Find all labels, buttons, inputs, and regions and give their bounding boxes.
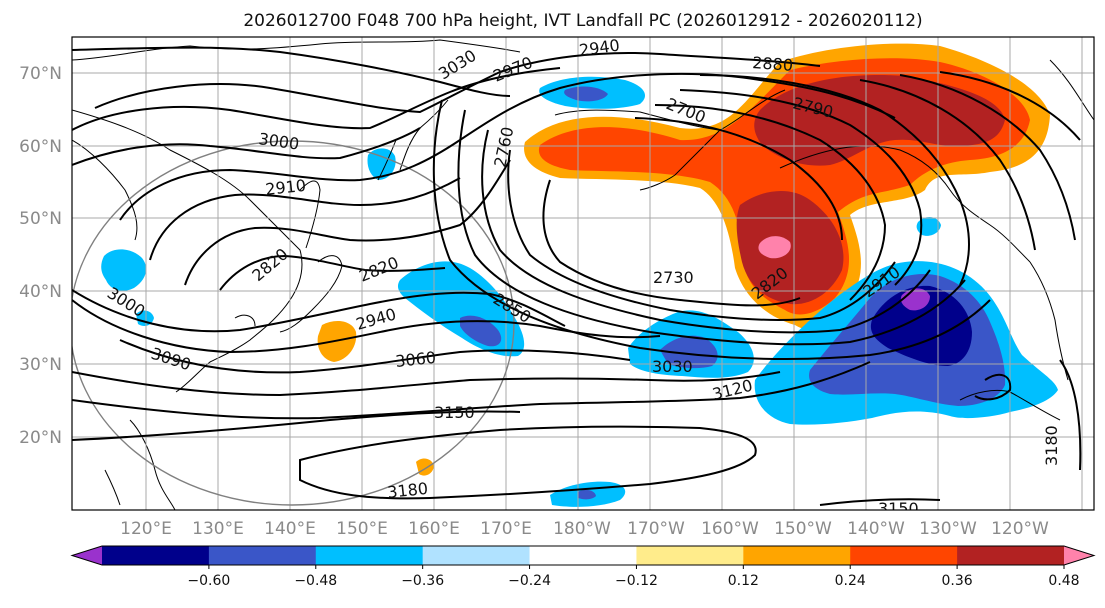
colorbar-segment bbox=[315, 546, 424, 565]
contour-label: 2880 bbox=[752, 53, 794, 75]
lon-label: 160°E bbox=[408, 519, 460, 539]
lat-label: 40°N bbox=[19, 282, 62, 302]
lon-label: 150°E bbox=[336, 519, 388, 539]
colorbar-segment bbox=[208, 546, 317, 565]
lat-label: 50°N bbox=[19, 209, 62, 229]
colorbar-segment bbox=[529, 546, 637, 565]
ivt-neg-north-inner bbox=[564, 86, 608, 102]
ivt-neg-east-pacific-inner bbox=[660, 335, 718, 369]
colorbar-segment bbox=[102, 546, 210, 565]
map-title: 2026012700 F048 700 hPa height, IVT Land… bbox=[243, 11, 922, 31]
ivt-neg-gulf bbox=[916, 216, 941, 236]
lon-label: 140°W bbox=[847, 519, 905, 539]
colorbar-segment bbox=[850, 546, 958, 565]
colorbar-tick-label: 0.12 bbox=[728, 573, 759, 589]
lon-label: 130°W bbox=[919, 519, 977, 539]
ivt-band-048-north bbox=[754, 75, 1005, 166]
contour-label: 2730 bbox=[653, 268, 694, 287]
map-frame bbox=[71, 36, 1095, 511]
ivt-neg-kamchatka bbox=[367, 148, 396, 180]
colorbar: −0.60 −0.48 −0.36 −0.24 −0.12 0.12 0.24 0.36 0.4… bbox=[70, 545, 1096, 589]
lon-label: 180°W bbox=[553, 519, 611, 539]
ivt-neg-south-inner bbox=[578, 489, 596, 500]
colorbar-segment bbox=[743, 546, 851, 565]
gridlines bbox=[72, 37, 1094, 510]
longitude-labels: 120°E 130°E 140°E 150°E 160°E 170°E 180°… bbox=[120, 519, 1049, 539]
ivt-neg-west bbox=[101, 249, 147, 291]
colorbar-tick-label: 0.24 bbox=[835, 573, 866, 589]
height-contours bbox=[72, 46, 1082, 506]
colorbar-extend-max bbox=[1064, 546, 1094, 565]
lon-label: 130°E bbox=[192, 519, 244, 539]
contour-label: 3030 bbox=[652, 357, 693, 376]
colorbar-tick-label: −0.12 bbox=[615, 573, 658, 589]
colorbar-tick-label: −0.48 bbox=[294, 573, 337, 589]
contour-label: 3180 bbox=[1042, 425, 1061, 466]
lon-label: 120°E bbox=[120, 519, 172, 539]
lon-label: 170°E bbox=[480, 519, 532, 539]
colorbar-tick-label: 0.36 bbox=[942, 573, 973, 589]
colorbar-segment bbox=[957, 546, 1065, 565]
contour-label: 3180 bbox=[386, 479, 428, 502]
lat-label: 30°N bbox=[19, 355, 62, 375]
latitude-labels: 70°N 60°N 50°N 40°N 30°N 20°N bbox=[19, 64, 62, 448]
colorbar-outline bbox=[70, 545, 1096, 566]
colorbar-tick-label: −0.36 bbox=[401, 573, 444, 589]
ivt-neg-band-048 bbox=[870, 285, 972, 366]
lat-label: 60°N bbox=[19, 137, 62, 157]
contour-label: 2910 bbox=[264, 176, 306, 199]
contour-label: 2940 bbox=[578, 35, 621, 59]
contour-label: 3060 bbox=[394, 348, 436, 371]
contour-label: 3150 bbox=[878, 499, 919, 518]
colorbar-segment bbox=[636, 546, 744, 565]
colorbar-extend-min bbox=[72, 546, 102, 565]
lat-label: 20°N bbox=[19, 428, 62, 448]
lon-label: 140°E bbox=[264, 519, 316, 539]
ivt-neg-central-pacific-inner bbox=[460, 315, 502, 347]
colorbar-tick-label: −0.24 bbox=[508, 573, 551, 589]
lon-label: 170°W bbox=[627, 519, 685, 539]
colorbar-tick-label: 0.48 bbox=[1048, 573, 1079, 589]
contour-label: 3150 bbox=[434, 403, 475, 422]
ivt-band-060 bbox=[758, 236, 791, 259]
colorbar-tick-label: −0.60 bbox=[187, 573, 230, 589]
lon-label: 120°W bbox=[991, 519, 1049, 539]
lat-label: 70°N bbox=[19, 64, 62, 84]
lon-label: 150°W bbox=[774, 519, 832, 539]
ivt-positive-shading bbox=[317, 43, 1050, 476]
colorbar-segment bbox=[422, 546, 531, 565]
lon-label: 160°W bbox=[701, 519, 759, 539]
